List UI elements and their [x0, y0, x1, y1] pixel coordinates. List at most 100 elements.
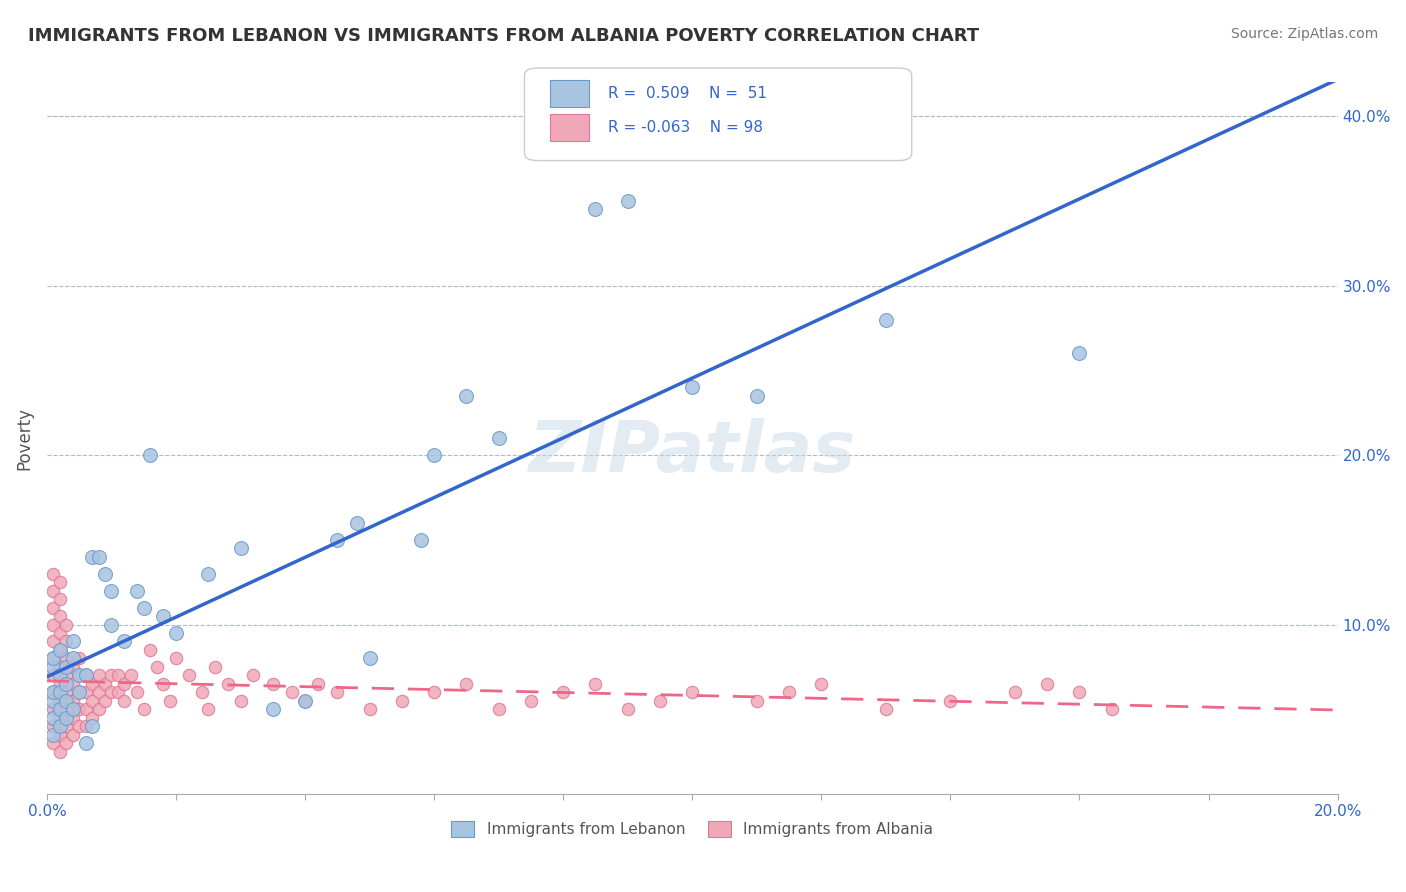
Point	[75, 719, 97, 733]
Point	[87, 549, 110, 564]
Point	[745, 389, 768, 403]
Point	[939, 694, 962, 708]
Point	[55, 660, 77, 674]
Point	[229, 541, 252, 556]
Point	[55, 719, 77, 733]
Y-axis label: Poverty: Poverty	[15, 407, 32, 469]
Point	[49, 685, 72, 699]
Point	[120, 668, 142, 682]
Point	[75, 736, 97, 750]
Point	[42, 600, 65, 615]
Point	[1036, 677, 1059, 691]
Text: ZIPatlas: ZIPatlas	[529, 417, 856, 487]
Point	[80, 694, 103, 708]
Point	[49, 626, 72, 640]
Point	[62, 677, 84, 691]
Point	[456, 677, 478, 691]
Point	[197, 566, 219, 581]
Point	[62, 694, 84, 708]
Point	[42, 583, 65, 598]
Point	[42, 685, 65, 699]
Point	[55, 685, 77, 699]
Point	[1101, 702, 1123, 716]
Point	[778, 685, 800, 699]
Point	[49, 643, 72, 657]
Point	[326, 685, 349, 699]
Point	[112, 677, 135, 691]
Point	[67, 685, 90, 699]
Point	[80, 719, 103, 733]
Point	[42, 694, 65, 708]
Point	[49, 592, 72, 607]
Point	[520, 694, 543, 708]
Point	[49, 702, 72, 716]
Point	[49, 609, 72, 624]
Point	[1004, 685, 1026, 699]
Point	[42, 634, 65, 648]
Point	[87, 702, 110, 716]
Point	[326, 533, 349, 547]
Point	[49, 719, 72, 733]
Point	[67, 702, 90, 716]
Point	[42, 617, 65, 632]
Point	[165, 651, 187, 665]
Point	[132, 600, 155, 615]
Point	[100, 583, 122, 598]
Point	[745, 694, 768, 708]
Point	[42, 660, 65, 674]
Point	[87, 685, 110, 699]
Point	[616, 194, 638, 208]
Point	[810, 677, 832, 691]
Point	[100, 668, 122, 682]
Point	[391, 694, 413, 708]
Point	[55, 668, 77, 682]
Point	[112, 634, 135, 648]
Point	[62, 711, 84, 725]
Point	[359, 651, 381, 665]
Point	[346, 516, 368, 530]
Point	[55, 617, 77, 632]
Point	[42, 651, 65, 665]
Point	[307, 677, 329, 691]
Point	[67, 668, 90, 682]
Point	[55, 677, 77, 691]
Point	[75, 685, 97, 699]
Point	[488, 702, 510, 716]
Point	[49, 728, 72, 742]
Point	[262, 702, 284, 716]
Point	[62, 651, 84, 665]
Point	[42, 668, 65, 682]
Point	[177, 668, 200, 682]
FancyBboxPatch shape	[524, 68, 911, 161]
Point	[197, 702, 219, 716]
Point	[49, 643, 72, 657]
Point	[55, 736, 77, 750]
Point	[75, 668, 97, 682]
Point	[242, 668, 264, 682]
Point	[67, 719, 90, 733]
Point	[107, 668, 129, 682]
Point	[94, 694, 117, 708]
Point	[1069, 685, 1091, 699]
Text: R =  0.509    N =  51: R = 0.509 N = 51	[609, 87, 768, 101]
Point	[191, 685, 214, 699]
Text: R = -0.063    N = 98: R = -0.063 N = 98	[609, 120, 763, 135]
Point	[262, 677, 284, 691]
Point	[55, 634, 77, 648]
Point	[281, 685, 304, 699]
Point	[49, 668, 72, 682]
Point	[42, 736, 65, 750]
Point	[359, 702, 381, 716]
Point	[94, 677, 117, 691]
Point	[42, 711, 65, 725]
Point	[107, 685, 129, 699]
Point	[87, 668, 110, 682]
Point	[62, 660, 84, 674]
Point	[875, 702, 897, 716]
Point	[49, 711, 72, 725]
Point	[875, 312, 897, 326]
Point	[204, 660, 226, 674]
Point	[139, 448, 162, 462]
Point	[55, 711, 77, 725]
Point	[49, 694, 72, 708]
